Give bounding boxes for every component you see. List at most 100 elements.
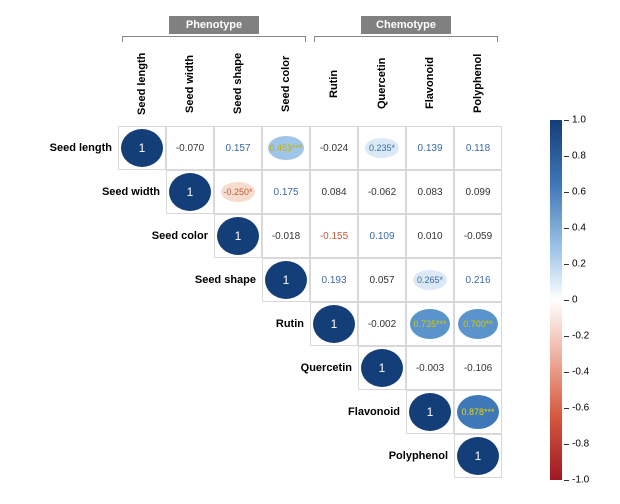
legend-tick-label: -0.8	[572, 439, 589, 450]
correlation-ellipse: 1	[169, 173, 211, 211]
matrix-cell: 1	[406, 390, 454, 434]
legend-tick-label: -0.2	[572, 331, 589, 342]
row-label: Seed length	[13, 126, 118, 170]
correlation-ellipse: 0.700**	[458, 309, 498, 339]
matrix-cell: -0.062	[358, 170, 406, 214]
matrix-cell	[310, 434, 358, 478]
legend-tick-label: 1.0	[572, 115, 586, 126]
matrix-cell: 1	[262, 258, 310, 302]
matrix-cell: 0.735***	[406, 302, 454, 346]
legend-tick-label: -0.4	[572, 367, 589, 378]
correlation-ellipse: 0.453***	[268, 136, 304, 160]
matrix-cell	[166, 258, 214, 302]
matrix-cell	[310, 390, 358, 434]
column-label: Flavonoid	[406, 46, 454, 121]
matrix-cell: -0.106	[454, 346, 502, 390]
matrix-cell: 0.057	[358, 258, 406, 302]
correlation-ellipse: -0.250*	[221, 182, 255, 202]
matrix-cell: 0.109	[358, 214, 406, 258]
matrix-cell	[166, 346, 214, 390]
matrix-cell: 0.118	[454, 126, 502, 170]
matrix-cell	[214, 434, 262, 478]
matrix-cell	[118, 390, 166, 434]
correlation-ellipse: 1	[313, 305, 355, 343]
correlation-ellipse: 1	[265, 261, 307, 299]
matrix-cell	[214, 258, 262, 302]
group-header: Chemotype	[361, 16, 451, 34]
matrix-cell: 0.265*	[406, 258, 454, 302]
matrix-cell: -0.003	[406, 346, 454, 390]
matrix-cell	[118, 434, 166, 478]
legend-tick-label: -0.6	[572, 403, 589, 414]
matrix-cell: 1	[454, 434, 502, 478]
matrix-cell: 0.139	[406, 126, 454, 170]
matrix-cell	[358, 434, 406, 478]
matrix-cell	[118, 346, 166, 390]
matrix-cell: 1	[214, 214, 262, 258]
matrix-cell	[166, 214, 214, 258]
legend-tick-label: 0.8	[572, 151, 586, 162]
matrix-cell	[358, 390, 406, 434]
color-legend: 1.00.80.60.40.20-0.2-0.4-0.6-0.8-1.0	[550, 120, 610, 480]
matrix-cell: -0.155	[310, 214, 358, 258]
matrix-cell	[166, 302, 214, 346]
matrix-cell: 1	[118, 126, 166, 170]
matrix-cell	[214, 302, 262, 346]
matrix-cell: 1	[166, 170, 214, 214]
correlation-ellipse: 0.235*	[365, 138, 399, 158]
matrix-cell: 0.193	[310, 258, 358, 302]
matrix-cell: -0.024	[310, 126, 358, 170]
matrix-cell: -0.018	[262, 214, 310, 258]
matrix-cell: 0.157	[214, 126, 262, 170]
matrix-cell	[118, 214, 166, 258]
matrix-cell	[166, 434, 214, 478]
column-label: Polyphenol	[454, 46, 502, 121]
correlation-ellipse: 1	[121, 129, 163, 167]
matrix-cell	[262, 434, 310, 478]
matrix-cell: 0.453***	[262, 126, 310, 170]
matrix-cell	[262, 302, 310, 346]
correlation-matrix: PhenotypeChemotypeSeed lengthSeed widthS…	[8, 8, 538, 498]
column-label: Seed width	[166, 46, 214, 121]
matrix-cell	[118, 170, 166, 214]
correlation-ellipse: 1	[457, 437, 499, 475]
matrix-cell: 0.099	[454, 170, 502, 214]
correlation-ellipse: 0.878***	[457, 395, 499, 429]
correlation-ellipse: 1	[409, 393, 451, 431]
column-label: Seed length	[118, 46, 166, 121]
matrix-cell: -0.070	[166, 126, 214, 170]
matrix-cell	[118, 302, 166, 346]
matrix-cell: 1	[310, 302, 358, 346]
legend-tick-label: 0.2	[572, 259, 586, 270]
matrix-cell	[262, 390, 310, 434]
matrix-cell	[214, 346, 262, 390]
legend-tick-label: 0	[572, 295, 578, 306]
matrix-cell	[406, 434, 454, 478]
matrix-cell: 0.878***	[454, 390, 502, 434]
matrix-cell: 0.010	[406, 214, 454, 258]
matrix-cell	[214, 390, 262, 434]
correlation-ellipse: 1	[361, 349, 403, 387]
matrix-cell	[262, 346, 310, 390]
legend-gradient	[550, 120, 562, 480]
legend-tick-label: -1.0	[572, 475, 589, 486]
matrix-cell	[310, 346, 358, 390]
matrix-cell: -0.002	[358, 302, 406, 346]
correlation-ellipse: 0.735***	[410, 309, 450, 339]
matrix-cell	[118, 258, 166, 302]
legend-tick-label: 0.6	[572, 187, 586, 198]
matrix-cell: 0.084	[310, 170, 358, 214]
matrix-cell: 1	[358, 346, 406, 390]
legend-tick-label: 0.4	[572, 223, 586, 234]
correlation-ellipse: 1	[217, 217, 259, 255]
matrix-cell: 0.235*	[358, 126, 406, 170]
matrix-cell: -0.059	[454, 214, 502, 258]
correlation-ellipse: 0.265*	[413, 270, 447, 290]
matrix-cell: -0.250*	[214, 170, 262, 214]
column-label: Seed shape	[214, 46, 262, 121]
column-label: Quercetin	[358, 46, 406, 121]
group-header: Phenotype	[169, 16, 259, 34]
matrix-cell: 0.175	[262, 170, 310, 214]
matrix-cell: 0.700**	[454, 302, 502, 346]
column-label: Rutin	[310, 46, 358, 121]
